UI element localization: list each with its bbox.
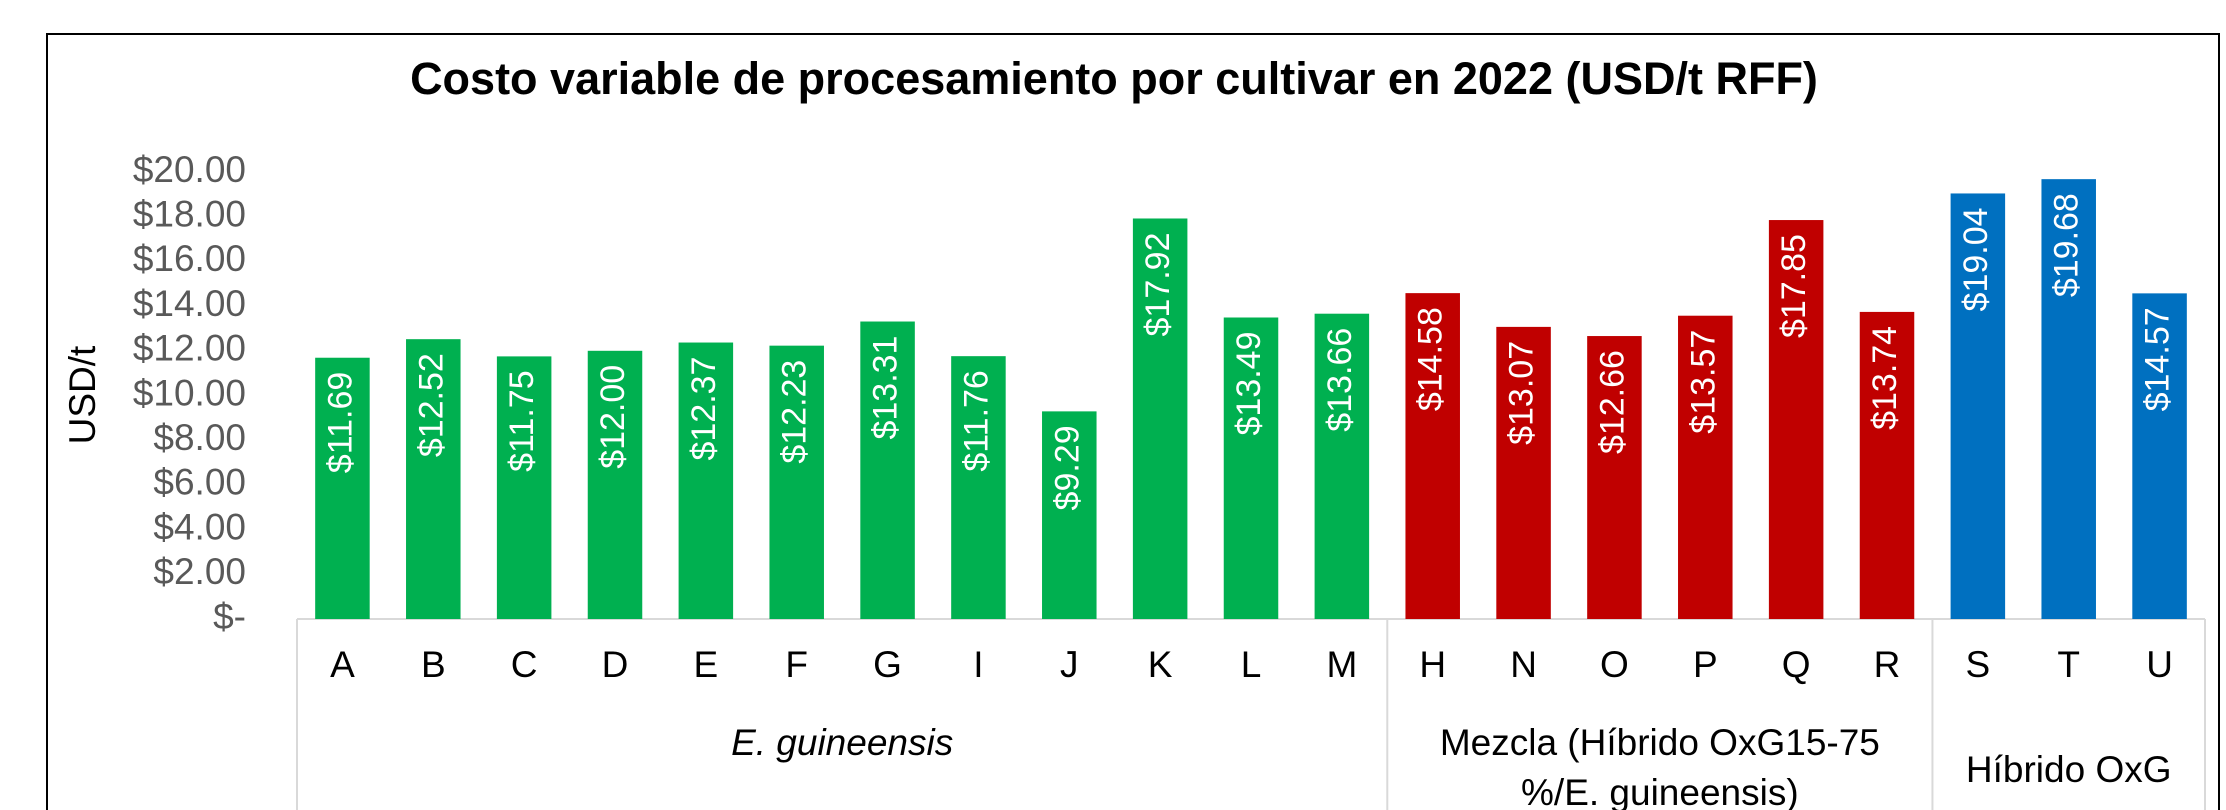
group-label: Mezcla (Híbrido OxG15-75 %/E. guineensis…	[1439, 722, 1880, 810]
x-tick-label: F	[785, 644, 808, 685]
bar	[315, 357, 370, 619]
value-label: $13.57	[1684, 330, 1722, 434]
bar	[1587, 336, 1642, 619]
y-tick-label: $6.00	[153, 462, 246, 503]
x-tick-label: T	[2057, 644, 2080, 685]
value-label: $13.74	[1866, 326, 1904, 430]
bar	[1859, 311, 1915, 619]
y-tick-label: $16.00	[133, 238, 246, 279]
bar	[1405, 293, 1460, 619]
value-label: $12.23	[776, 360, 814, 464]
value-label: $19.68	[2048, 193, 2086, 297]
x-tick-label: M	[1326, 644, 1357, 685]
value-label: $11.69	[321, 372, 359, 473]
y-tick-label: $-	[213, 596, 246, 637]
x-tick-label: E	[694, 644, 719, 685]
x-tick-label: R	[1874, 644, 1901, 685]
bar	[496, 356, 552, 619]
x-tick-label: A	[330, 644, 355, 685]
x-tick-label: G	[873, 644, 902, 685]
bar	[678, 342, 734, 619]
y-tick-label: $8.00	[153, 417, 246, 458]
value-label: $17.92	[1139, 232, 1177, 336]
value-label: $17.85	[1775, 234, 1813, 338]
value-label: $13.66	[1321, 328, 1359, 432]
x-tick-label: P	[1693, 644, 1718, 685]
group-label: Híbrido OxG	[1965, 749, 2172, 790]
value-label: $11.76	[957, 370, 995, 471]
value-label: $13.31	[867, 336, 905, 440]
bar	[1042, 411, 1097, 619]
value-label: $12.00	[594, 365, 632, 469]
bar	[860, 321, 915, 619]
x-tick-label: C	[511, 644, 538, 685]
bar	[2132, 293, 2187, 619]
value-label: $12.52	[412, 353, 450, 457]
bar	[1314, 313, 1370, 619]
value-label: $14.58	[1412, 307, 1450, 411]
group-label: E. guineensis	[731, 722, 954, 763]
x-tick-label: B	[421, 644, 446, 685]
chart-border	[46, 33, 2220, 810]
value-label: $19.04	[1957, 207, 1995, 311]
bar	[1678, 315, 1733, 619]
x-tick-label: Q	[1782, 644, 1811, 685]
value-label: $12.66	[1593, 350, 1631, 454]
x-tick-label: U	[2146, 644, 2173, 685]
value-label: $9.29	[1048, 425, 1086, 510]
bar	[1223, 317, 1279, 619]
y-tick-label: $14.00	[133, 283, 246, 324]
value-label: $13.49	[1230, 331, 1268, 435]
x-tick-label: O	[1600, 644, 1629, 685]
x-tick-label: I	[973, 644, 983, 685]
x-tick-label: K	[1148, 644, 1173, 685]
value-label: $11.75	[503, 370, 541, 471]
x-tick-label: D	[602, 644, 629, 685]
x-tick-label: J	[1060, 644, 1079, 685]
y-tick-label: $2.00	[153, 551, 246, 592]
y-tick-label: $12.00	[133, 328, 246, 369]
bar	[1496, 326, 1551, 619]
value-label: $14.57	[2139, 307, 2177, 411]
bar	[1768, 220, 1824, 620]
x-tick-label: N	[1510, 644, 1537, 685]
y-axis-label: USD/t	[62, 345, 103, 444]
x-tick-label: H	[1419, 644, 1446, 685]
y-tick-label: $10.00	[133, 372, 246, 413]
bar	[587, 350, 643, 619]
y-tick-label: $4.00	[153, 506, 246, 547]
y-tick-label: $20.00	[133, 149, 246, 190]
bar	[2041, 179, 2096, 620]
value-label: $12.37	[685, 357, 723, 461]
x-tick-label: S	[1966, 644, 1991, 685]
bar	[1950, 193, 2006, 619]
bar	[769, 345, 824, 619]
y-tick-label: $18.00	[133, 193, 246, 234]
x-tick-label: L	[1241, 644, 1262, 685]
bar	[1132, 218, 1188, 619]
bar	[406, 339, 461, 619]
bar	[951, 356, 1006, 619]
chart-title: Costo variable de procesamiento por cult…	[410, 53, 1818, 104]
value-label: $13.07	[1503, 341, 1541, 445]
